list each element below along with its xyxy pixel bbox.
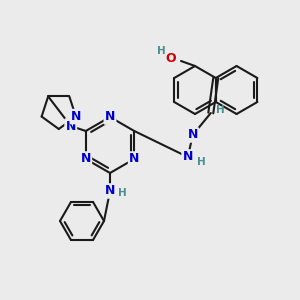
Text: N: N <box>188 128 198 142</box>
Text: N: N <box>105 184 115 197</box>
Text: H: H <box>216 105 225 115</box>
Text: N: N <box>129 152 140 166</box>
Text: H: H <box>157 46 165 56</box>
Text: N: N <box>71 110 81 123</box>
Text: N: N <box>183 151 193 164</box>
Text: N: N <box>105 110 115 124</box>
Text: H: H <box>118 188 126 198</box>
Text: N: N <box>66 119 76 133</box>
Text: O: O <box>166 52 176 64</box>
Text: N: N <box>81 152 91 166</box>
Text: H: H <box>197 157 206 167</box>
